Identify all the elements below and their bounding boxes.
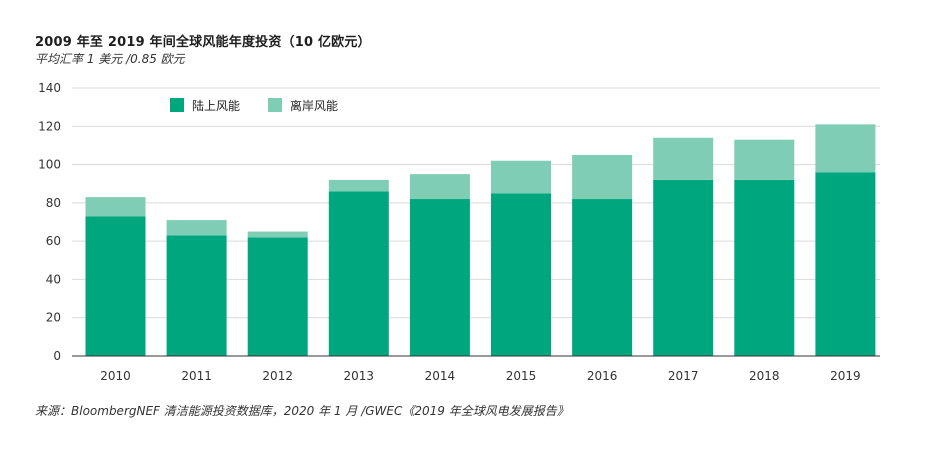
y-tick-label: 100 (38, 158, 61, 172)
x-tick-label: 2015 (506, 369, 537, 383)
x-tick-label: 2010 (100, 369, 131, 383)
legend-label: 陆上风能 (192, 98, 240, 113)
bar-onshore (328, 191, 389, 356)
bar-onshore (815, 172, 876, 356)
y-tick-label: 60 (46, 234, 61, 248)
legend-swatch-offshore (268, 98, 282, 112)
y-tick-label: 120 (38, 119, 61, 133)
y-tick-label: 140 (38, 81, 61, 95)
legend-swatch-onshore (170, 98, 184, 112)
x-tick-label: 2019 (830, 369, 861, 383)
x-tick-label: 2012 (262, 369, 293, 383)
y-tick-label: 20 (46, 311, 61, 325)
bar-onshore (734, 179, 795, 356)
y-tick-label: 40 (46, 272, 61, 286)
bar-onshore (491, 193, 551, 356)
chart-title: 2009 年至 2019 年间全球风能年度投资（10 亿欧元） (35, 35, 371, 50)
legend: 陆上风能 离岸风能 (170, 98, 338, 113)
y-tick-label: 0 (53, 349, 61, 363)
y-tick-label: 80 (46, 196, 61, 210)
bar-onshore (166, 235, 227, 356)
bar-offshore (572, 155, 633, 200)
bar-offshore (734, 139, 795, 180)
bar-onshore (572, 199, 633, 356)
bar-onshore (247, 237, 308, 356)
x-tick-label: 2017 (668, 369, 699, 383)
bar-offshore (409, 174, 470, 200)
x-tick-label: 2016 (587, 369, 618, 383)
bar-onshore (85, 216, 146, 356)
chart-subtitle: 平均汇率 1 美元 /0.85 欧元 (35, 52, 185, 66)
bar-onshore (409, 199, 470, 356)
bar-offshore (491, 160, 551, 194)
source-note: 来源：BloombergNEF 清洁能源投资数据库，2020 年 1 月 /GW… (35, 404, 569, 418)
bar-offshore (328, 179, 389, 192)
bar-offshore (815, 124, 876, 173)
bar-offshore (247, 231, 308, 238)
bar-offshore (166, 220, 227, 236)
bar-offshore (653, 137, 714, 180)
x-tick-label: 2011 (181, 369, 212, 383)
axes: 0 20 40 60 80 100 120 140 2010 2011 2012 2013 2014 20… (38, 81, 880, 383)
bar-offshore (85, 197, 146, 217)
x-tick-label: 2018 (749, 369, 780, 383)
x-tick-label: 2014 (425, 369, 456, 383)
bar-onshore (653, 179, 714, 356)
bars (85, 124, 876, 356)
x-tick-label: 2013 (344, 369, 375, 383)
legend-label: 离岸风能 (290, 98, 338, 113)
